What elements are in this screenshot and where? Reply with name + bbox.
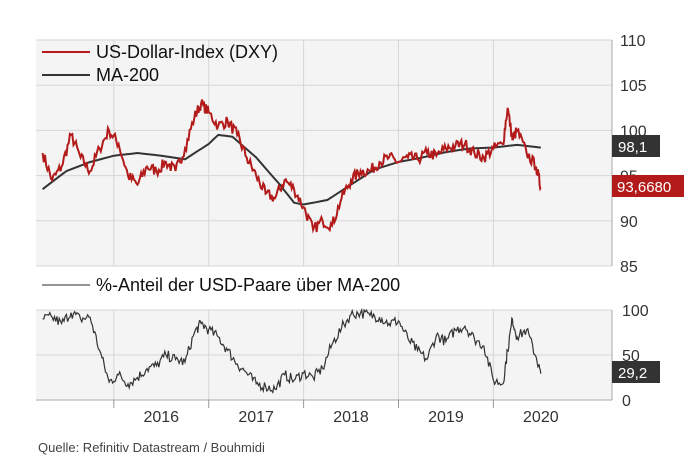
pct-value-badge [612,361,660,383]
lower-panel: %-Anteil der USD-Paare über MA-200 100 50… [36,275,660,426]
dxy-line [41,99,542,234]
pct-value-text: 29,2 [618,365,647,382]
lower-y-tick-label: 50 [622,348,640,365]
legend-ma-label: MA-200 [96,65,159,85]
upper-y-tick-label: 105 [620,78,647,95]
legend-dxy-label: US-Dollar-Index (DXY) [96,42,278,62]
upper-panel: 110105100959085 US-Dollar-Index (DXY) MA… [36,33,684,276]
lower-y-tick-label: 0 [622,393,631,410]
x-tick-label: 2017 [238,409,274,426]
x-ticks: 2016 2017 2018 2019 2020 [113,400,559,426]
ma-value-badge [612,135,660,157]
lower-y-ticks: 100 50 0 [622,303,649,410]
upper-gridlines [36,39,612,267]
upper-y-tick-label: 90 [620,214,638,231]
upper-y-tick-label: 85 [620,259,638,276]
dxy-value-badge [612,175,684,197]
x-tick-label: 2019 [428,409,464,426]
ma-200-line [41,133,541,206]
lower-y-tick-label: 100 [622,303,649,320]
x-tick-label: 2020 [523,409,559,426]
dxy-value-text: 93,6680 [617,179,671,196]
pct-line [42,307,542,394]
x-tick-label: 2016 [143,409,179,426]
x-tick-label: 2018 [333,409,369,426]
ma-value-text: 98,1 [618,139,647,156]
upper-y-tick-label: 110 [620,33,646,50]
legend-pct-label: %-Anteil der USD-Paare über MA-200 [96,275,400,295]
source-note: Quelle: Refinitiv Datastream / Bouhmidi [38,440,265,455]
